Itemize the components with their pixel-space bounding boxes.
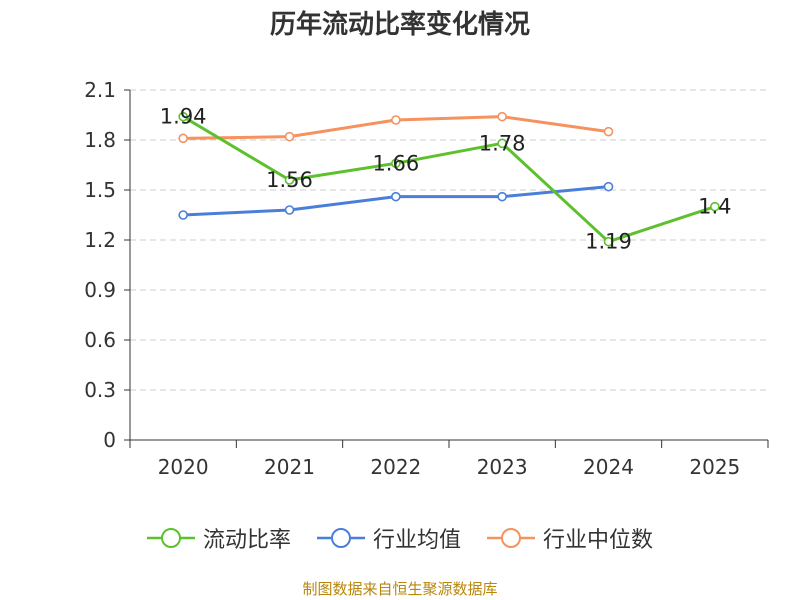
- y-tick-label: 1.2: [84, 228, 116, 252]
- x-tick-label: 2020: [158, 455, 209, 479]
- data-point: [178, 210, 188, 220]
- data-label: 1.66: [372, 151, 419, 175]
- y-tick-label: 1.8: [84, 128, 116, 152]
- source-footer: 制图数据来自恒生聚源数据库: [302, 580, 498, 598]
- data-point: [284, 131, 295, 142]
- data-label: 1.56: [266, 168, 313, 192]
- series-layer: [178, 111, 720, 247]
- x-tick-label: 2025: [689, 455, 740, 479]
- legend-swatch-icon: [146, 528, 195, 548]
- data-point: [391, 158, 401, 169]
- x-tick-label: 2024: [583, 455, 634, 479]
- legend-swatch-icon: [316, 528, 365, 548]
- data-point: [603, 126, 614, 137]
- y-tick-label: 0: [103, 428, 116, 452]
- data-point: [391, 115, 401, 125]
- x-tick-label: 2021: [264, 455, 315, 479]
- legend: 流动比率 行业均值 行业中位数: [0, 518, 800, 558]
- data-point: [497, 138, 507, 149]
- y-tick-label: 1.5: [84, 178, 116, 202]
- chart-title: 历年流动比率变化情况: [269, 10, 530, 40]
- data-label: 1.94: [160, 105, 207, 129]
- data-label-layer: 1.94 1.56 1.66 1.78 1.19 1.4: [160, 105, 732, 254]
- legend-swatch-icon: [487, 528, 535, 548]
- data-point: [603, 236, 614, 247]
- legend-label: 行业均值: [372, 528, 461, 553]
- y-tick-label: 0.9: [84, 278, 116, 302]
- series-line-0: [182, 115, 716, 244]
- data-point: [178, 111, 188, 122]
- data-point: [497, 111, 507, 122]
- legend-item[interactable]: 行业中位数: [487, 522, 653, 554]
- data-point: [284, 175, 295, 185]
- y-tick-label: 0.6: [84, 328, 116, 352]
- data-label: 1.78: [479, 131, 526, 155]
- x-tick-label: 2023: [477, 455, 528, 479]
- y-tick-label: 0.3: [84, 378, 116, 402]
- legend-item[interactable]: 行业均值: [316, 522, 461, 554]
- axis-layer: 0 0.3 0.6 0.9 1.2 1.5 1.8 2.1 2020 2021 2022 2023 20…: [84, 78, 769, 479]
- data-point: [178, 133, 188, 144]
- data-label: 1.4: [698, 195, 731, 219]
- data-point: [391, 191, 401, 202]
- data-point: [284, 205, 295, 215]
- legend-label: 流动比率: [202, 528, 291, 553]
- legend-label: 行业中位数: [543, 528, 654, 553]
- x-tick-label: 2022: [370, 455, 421, 479]
- data-point: [603, 181, 614, 192]
- data-label: 1.19: [585, 230, 632, 254]
- data-point: [497, 191, 507, 202]
- legend-item[interactable]: 流动比率: [146, 522, 291, 554]
- grid-layer: [130, 89, 768, 391]
- data-point: [710, 201, 720, 212]
- y-tick-label: 2.1: [84, 78, 116, 102]
